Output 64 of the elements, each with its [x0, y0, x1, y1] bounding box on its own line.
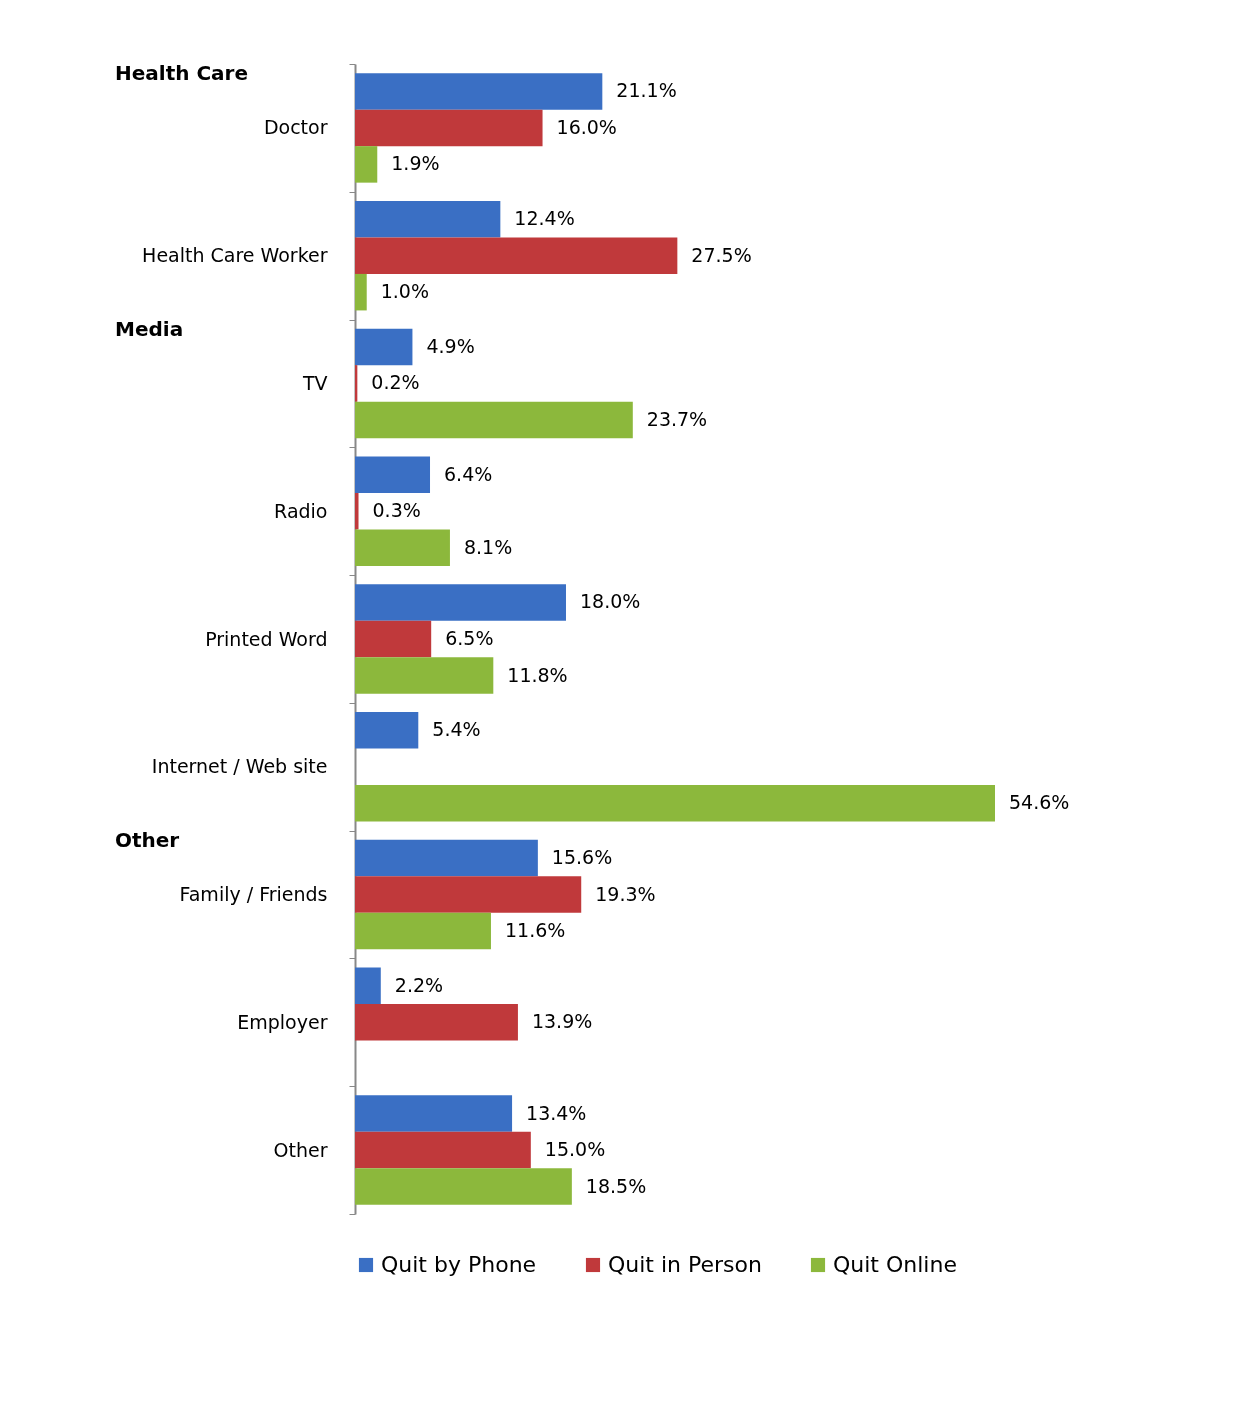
bar [355, 967, 381, 1005]
bar [355, 1095, 513, 1132]
legend-label: Quit in Person [608, 1252, 762, 1277]
data-label: 15.0% [544, 1138, 606, 1161]
data-label: 13.9% [531, 1010, 593, 1033]
data-label: 18.0% [579, 590, 641, 613]
text: Other [115, 827, 180, 852]
data-label: 0.3% [372, 499, 421, 522]
data-label: 0.2% [371, 371, 420, 394]
data-label: 13.4% [526, 1101, 587, 1124]
y-tick-label: TV [301, 371, 328, 394]
bar [355, 492, 359, 530]
bar [355, 785, 995, 822]
bar [355, 146, 378, 183]
y-tick-label: Doctor [263, 116, 328, 139]
bar [355, 109, 543, 147]
data-label: 4.9% [426, 334, 475, 357]
data-label: 18.5% [585, 1174, 647, 1197]
bar [355, 529, 450, 566]
bar [355, 401, 633, 439]
bar [355, 1004, 518, 1041]
y-tick-label: Health Care Worker [142, 244, 328, 267]
legend-label: Quit Online [833, 1252, 957, 1277]
y-tick-label: Internet / Web site [151, 755, 328, 778]
bar [355, 1168, 572, 1205]
y-tick-label: Radio [274, 499, 328, 522]
data-label: 6.5% [445, 627, 494, 649]
bar [355, 200, 501, 238]
data-label: 11.8% [507, 663, 568, 686]
data-label: 6.4% [444, 462, 493, 485]
data-label: 15.6% [551, 846, 613, 869]
data-label: 19.3% [595, 882, 656, 905]
bar [355, 73, 603, 110]
bar [355, 712, 419, 749]
data-label: 21.1% [616, 79, 677, 102]
bar [355, 237, 678, 274]
data-label: 23.7% [646, 407, 708, 430]
y-tick-label: Printed Word [205, 627, 328, 650]
data-label: 16.0% [556, 115, 617, 138]
bar [355, 839, 538, 877]
bar [355, 584, 566, 621]
y-tick-label: Other [273, 1138, 328, 1161]
data-label: 54.6% [1009, 791, 1070, 814]
legend-label: Quit by Phone [381, 1252, 537, 1277]
data-label: 1.0% [380, 280, 429, 303]
bar [355, 657, 494, 694]
text: Health Care [115, 61, 249, 85]
bar [355, 1131, 531, 1169]
y-tick-label: Employer [237, 1010, 328, 1033]
bar [355, 273, 367, 311]
data-label: 8.1% [463, 535, 513, 558]
bar [355, 328, 413, 366]
bar [355, 620, 432, 658]
data-label: 11.6% [504, 919, 566, 942]
bar [355, 912, 491, 950]
data-label: 2.2% [394, 973, 444, 996]
text: Media [115, 316, 184, 341]
data-label: 5.4% [432, 718, 481, 741]
data-label: 12.4% [514, 207, 575, 230]
data-label: 27.5% [691, 243, 752, 266]
y-tick-label: Family / Friends [179, 883, 328, 906]
bar [355, 456, 431, 493]
bar [355, 876, 582, 913]
data-label: 1.9% [391, 152, 440, 175]
